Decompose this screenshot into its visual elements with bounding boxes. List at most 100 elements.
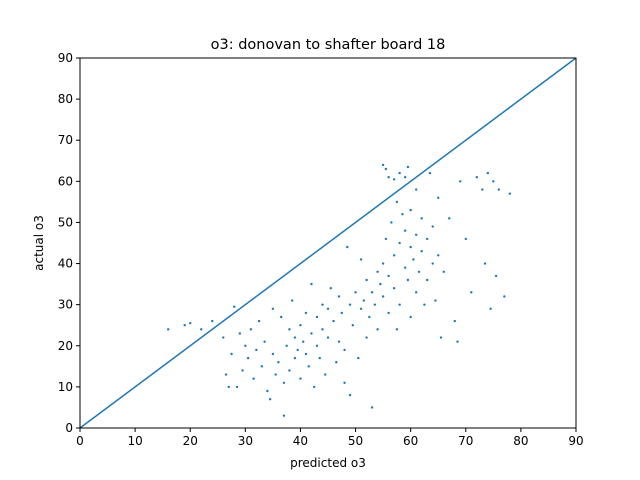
data-point bbox=[497, 188, 501, 191]
data-point bbox=[252, 377, 255, 380]
data-point bbox=[238, 332, 242, 335]
data-point bbox=[370, 291, 374, 294]
data-point bbox=[387, 176, 390, 179]
data-point bbox=[274, 373, 277, 376]
y-tick-label: 20 bbox=[58, 339, 73, 353]
data-point bbox=[304, 352, 308, 356]
data-point bbox=[200, 328, 203, 331]
x-tick-label: 30 bbox=[238, 434, 253, 448]
data-point bbox=[246, 356, 250, 360]
x-tick-label: 50 bbox=[348, 434, 363, 448]
data-point bbox=[494, 274, 498, 278]
data-point bbox=[282, 381, 286, 384]
data-point bbox=[387, 274, 390, 278]
data-point bbox=[434, 299, 437, 302]
data-point bbox=[448, 217, 451, 220]
data-point bbox=[403, 266, 407, 269]
data-point bbox=[282, 414, 286, 417]
data-point bbox=[401, 213, 404, 216]
y-tick-label: 40 bbox=[58, 257, 73, 271]
data-point bbox=[354, 291, 357, 294]
data-point bbox=[437, 254, 440, 257]
data-point bbox=[387, 311, 390, 315]
y-tick-label: 90 bbox=[58, 51, 73, 65]
data-point bbox=[414, 233, 418, 236]
data-point bbox=[277, 361, 280, 364]
data-point bbox=[409, 245, 412, 249]
data-point bbox=[335, 361, 338, 364]
data-point bbox=[373, 303, 377, 306]
points-layer bbox=[166, 163, 512, 417]
data-point bbox=[302, 340, 305, 343]
data-point bbox=[392, 254, 396, 257]
y-tick-label: 80 bbox=[58, 92, 73, 106]
data-point bbox=[337, 295, 341, 298]
x-axis: 0 10 20 30 40 50 60 70 80 90 bbox=[76, 428, 584, 448]
data-point bbox=[362, 299, 366, 302]
data-point bbox=[395, 200, 399, 204]
data-point bbox=[368, 315, 371, 319]
data-point bbox=[370, 406, 374, 409]
x-tick-label: 20 bbox=[183, 434, 198, 448]
data-point bbox=[483, 262, 487, 265]
data-point bbox=[381, 295, 385, 298]
y-axis: 0 10 20 30 40 50 60 70 80 90 bbox=[58, 51, 80, 435]
data-point bbox=[227, 385, 230, 389]
data-point bbox=[290, 299, 294, 302]
data-point bbox=[486, 171, 490, 175]
data-point bbox=[326, 336, 330, 339]
data-point bbox=[285, 344, 288, 347]
data-point bbox=[211, 319, 214, 323]
data-point bbox=[321, 303, 324, 306]
data-point bbox=[315, 344, 319, 347]
data-point bbox=[293, 336, 297, 339]
data-point bbox=[431, 262, 434, 265]
chart-title: o3: donovan to shafter board 18 bbox=[211, 37, 446, 53]
x-tick-label: 10 bbox=[127, 434, 142, 448]
data-point bbox=[442, 270, 445, 273]
data-point bbox=[492, 180, 495, 183]
data-point bbox=[456, 340, 459, 343]
data-point bbox=[189, 321, 192, 325]
data-point bbox=[271, 352, 275, 356]
data-point bbox=[414, 188, 418, 191]
data-point bbox=[293, 356, 297, 360]
data-point bbox=[381, 262, 385, 265]
reference-line-layer bbox=[79, 57, 577, 429]
data-point bbox=[406, 278, 410, 282]
data-point bbox=[183, 324, 186, 327]
data-point bbox=[412, 258, 415, 261]
data-point bbox=[475, 176, 478, 179]
y-tick-label: 60 bbox=[58, 174, 73, 188]
data-point bbox=[340, 311, 343, 315]
data-point bbox=[406, 165, 410, 169]
data-point bbox=[233, 305, 236, 308]
data-point bbox=[241, 369, 244, 372]
data-point bbox=[321, 328, 324, 331]
x-tick-label: 80 bbox=[513, 434, 528, 448]
x-tick-label: 90 bbox=[568, 434, 583, 448]
data-point bbox=[307, 365, 310, 368]
data-point bbox=[343, 381, 346, 384]
data-point bbox=[224, 373, 228, 376]
data-point bbox=[489, 307, 492, 310]
data-point bbox=[376, 328, 379, 331]
data-point bbox=[359, 258, 363, 261]
data-point bbox=[417, 270, 421, 273]
y-tick-label: 30 bbox=[58, 298, 73, 312]
data-point bbox=[304, 311, 308, 315]
data-point bbox=[365, 336, 368, 339]
x-tick-label: 0 bbox=[76, 434, 84, 448]
data-point bbox=[288, 328, 291, 331]
data-point bbox=[244, 344, 247, 347]
data-point bbox=[381, 163, 385, 167]
data-point bbox=[359, 307, 363, 310]
data-point bbox=[326, 307, 330, 310]
data-point bbox=[384, 167, 388, 171]
data-point bbox=[255, 348, 258, 352]
data-point bbox=[348, 303, 352, 306]
data-point bbox=[279, 315, 283, 319]
y-tick-label: 50 bbox=[58, 215, 73, 229]
data-point bbox=[398, 303, 401, 306]
data-point bbox=[398, 171, 401, 175]
